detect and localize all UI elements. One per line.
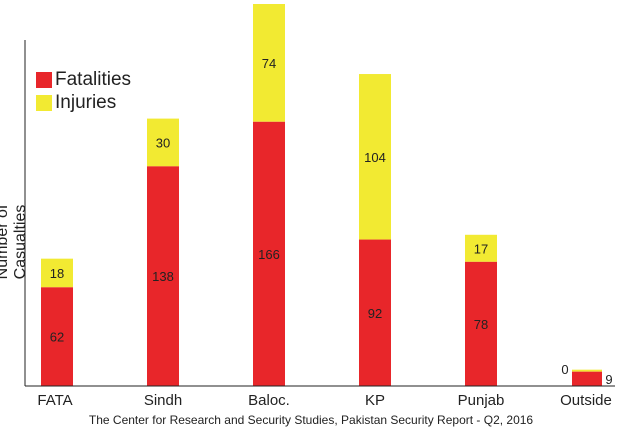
data-label-injuries-0: 18 xyxy=(50,266,64,281)
x-tick-labels-group: FATA Sindh Baloc. KP Punjab Outside xyxy=(37,392,611,409)
x-tick-label-4: Punjab xyxy=(458,392,505,409)
x-tick-label-0: FATA xyxy=(37,392,72,409)
bars-group xyxy=(41,4,602,387)
data-label-fatalities-1: 138 xyxy=(152,269,174,284)
legend: Fatalities Injuries xyxy=(36,68,131,114)
bar-fatalities-5 xyxy=(572,371,602,386)
y-axis-label: Number of Casualties xyxy=(0,204,29,280)
data-label-fatalities-3: 92 xyxy=(368,306,382,321)
bar-fatalities-2 xyxy=(253,121,285,387)
data-label-fatalities-2: 166 xyxy=(258,247,280,262)
legend-swatch-fatalities xyxy=(36,71,52,88)
source-caption: The Center for Research and Security Stu… xyxy=(88,413,534,427)
bar-fatalities-4 xyxy=(465,261,497,386)
legend-item-fatalities: Fatalities xyxy=(36,68,131,91)
data-label-injuries-5: 0 xyxy=(561,362,568,377)
bar-injuries-3 xyxy=(359,74,391,240)
bar-injuries-5 xyxy=(572,369,602,372)
x-tick-label-5: Outside xyxy=(560,392,612,409)
data-label-injuries-4: 17 xyxy=(474,241,488,256)
bar-fatalities-0 xyxy=(41,287,73,386)
data-label-injuries-1: 30 xyxy=(156,135,170,150)
x-tick-label-1: Sindh xyxy=(144,392,182,409)
data-label-injuries-3: 104 xyxy=(364,150,386,165)
bar-injuries-2 xyxy=(253,4,285,122)
data-label-fatalities-4: 78 xyxy=(474,317,488,332)
legend-label-injuries: Injuries xyxy=(55,91,117,113)
data-label-injuries-2: 74 xyxy=(262,56,276,71)
bar-fatalities-1 xyxy=(147,166,179,386)
legend-item-injuries: Injuries xyxy=(36,91,131,114)
legend-label-fatalities: Fatalities xyxy=(55,68,132,90)
bar-fatalities-3 xyxy=(359,239,391,386)
legend-swatch-injuries xyxy=(36,94,52,111)
bar-injuries-4 xyxy=(465,234,497,262)
bar-injuries-1 xyxy=(147,118,179,167)
data-label-fatalities-5: 9 xyxy=(605,372,612,387)
data-label-fatalities-0: 62 xyxy=(50,330,64,345)
x-tick-label-2: Baloc. xyxy=(248,392,290,409)
x-tick-label-3: KP xyxy=(365,392,385,409)
bar-injuries-0 xyxy=(41,258,73,288)
data-labels-group: 62 18 138 30 166 74 92 104 78 17 9 0 xyxy=(50,56,613,387)
